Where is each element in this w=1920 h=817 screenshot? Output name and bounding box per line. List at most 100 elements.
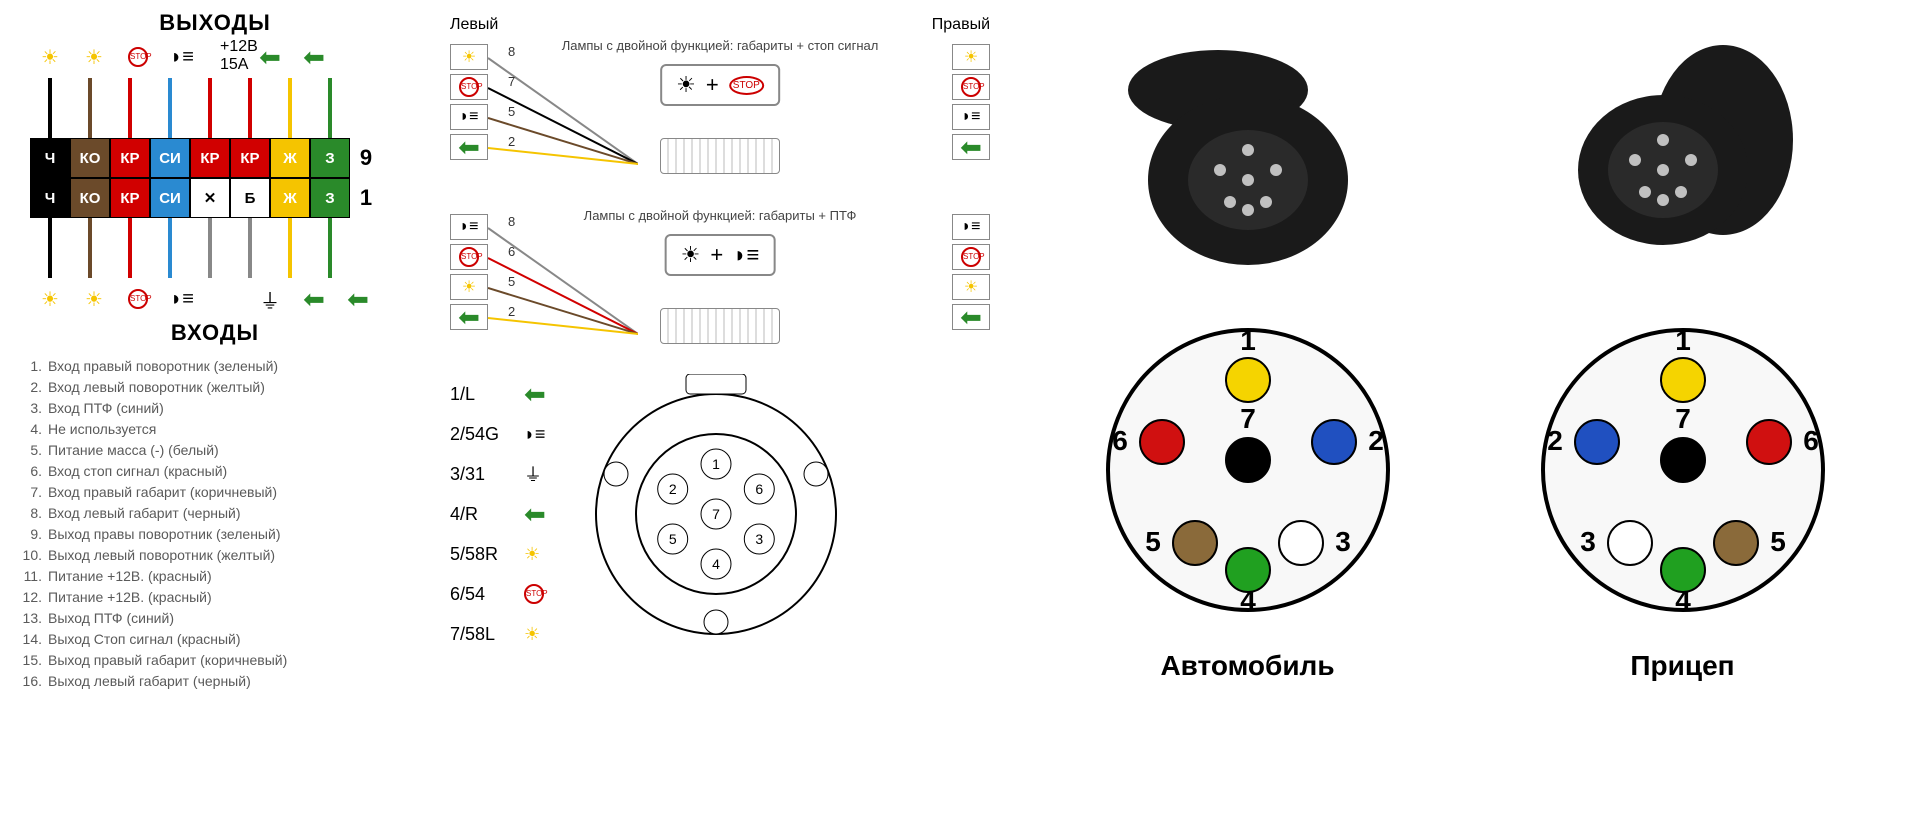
stop-icon: STOP bbox=[729, 76, 764, 95]
input-wires bbox=[20, 218, 410, 278]
svg-text:5: 5 bbox=[669, 531, 677, 547]
connector-photo-panel: 1234567 Автомобиль 1234567 Прицеп bbox=[1010, 0, 1920, 817]
pin-legend-row: 4/R⬅ bbox=[450, 494, 546, 534]
center-symbol-box-2: ☀ + ◗≡ bbox=[665, 234, 776, 276]
arrow-icon: ⬅ bbox=[259, 42, 281, 73]
legend-item: 9.Выход правы поворотник (зеленый) bbox=[20, 524, 410, 545]
svg-text:8: 8 bbox=[508, 44, 515, 59]
terminal-cell: КР bbox=[110, 138, 150, 178]
lamp-icon: ☀ bbox=[952, 274, 990, 300]
connector-block-2 bbox=[660, 308, 780, 344]
output-wires bbox=[20, 78, 410, 138]
wiring-lines-left: 8752 bbox=[488, 44, 638, 184]
legend-item: 12.Питание +12В. (красный) bbox=[20, 587, 410, 608]
sun-icon: ☀ bbox=[524, 624, 540, 645]
lamp-icon: ◗≡ bbox=[952, 214, 990, 240]
svg-text:7: 7 bbox=[712, 506, 720, 522]
legend-item: 13.Выход ПТФ (синий) bbox=[20, 608, 410, 629]
trailer-label: Прицеп bbox=[1513, 650, 1853, 682]
pin-legend-row: 6/54STOP bbox=[450, 574, 546, 614]
terminal-row-9: ЧКОКРСИКРКРЖЗ 9 bbox=[20, 138, 410, 178]
car-pinout-diagram: 1234567 bbox=[1078, 300, 1418, 640]
svg-text:6: 6 bbox=[1112, 425, 1128, 456]
fog-icon: ◗≡ bbox=[460, 108, 479, 126]
sun-icon: ☀ bbox=[85, 45, 103, 70]
outputs-title: ВЫХОДЫ bbox=[20, 10, 410, 36]
car-label: Автомобиль bbox=[1078, 650, 1418, 682]
arrow-icon: ⬅ bbox=[303, 284, 325, 315]
terminal-cell: З bbox=[310, 178, 350, 218]
svg-text:3: 3 bbox=[1335, 526, 1351, 557]
row-number-1: 1 bbox=[356, 185, 376, 211]
arrow-icon: ⬅ bbox=[960, 132, 982, 163]
right-label: Правый bbox=[932, 16, 990, 34]
svg-text:1: 1 bbox=[712, 456, 720, 472]
terminal-row-1: ЧКОКРСИ✕БЖЗ 1 bbox=[20, 178, 410, 218]
terminal-cell: КО bbox=[70, 178, 110, 218]
lamp-icon: STOP bbox=[450, 74, 488, 100]
left-label: Левый bbox=[450, 16, 498, 34]
sun-icon: ☀ bbox=[41, 45, 59, 70]
svg-text:3: 3 bbox=[1580, 526, 1596, 557]
stop-icon: STOP bbox=[128, 47, 148, 67]
svg-text:1: 1 bbox=[1675, 325, 1691, 356]
svg-text:5: 5 bbox=[1145, 526, 1161, 557]
terminal-cell: Ч bbox=[30, 138, 70, 178]
input-icons-row: ☀☀STOP◗≡⏚⬅⬅ bbox=[20, 284, 410, 314]
wiring-diagram-panel: Левый Правый Лампы с двойной функцией: г… bbox=[430, 0, 1010, 817]
svg-text:4: 4 bbox=[712, 556, 720, 572]
legend-item: 2.Вход левый поворотник (желтый) bbox=[20, 377, 410, 398]
terminal-cell: Ч bbox=[30, 178, 70, 218]
svg-text:8: 8 bbox=[508, 214, 515, 229]
lamp-icon: ◗≡ bbox=[450, 214, 488, 240]
wiring-lines-left-2: 8652 bbox=[488, 214, 638, 354]
fog-icon: ◗≡ bbox=[962, 108, 981, 126]
fog-icon: ◗≡ bbox=[170, 46, 194, 69]
lamp-icon: STOP bbox=[952, 244, 990, 270]
voltage-label: +12В bbox=[220, 38, 258, 56]
legend-item: 11.Питание +12В. (красный) bbox=[20, 566, 410, 587]
svg-text:3: 3 bbox=[755, 531, 763, 547]
svg-text:2: 2 bbox=[508, 134, 515, 149]
dual-function-diagram-2: Лампы с двойной функцией: габариты + ПТФ… bbox=[450, 204, 990, 354]
lamp-icon: ⬅ bbox=[952, 134, 990, 160]
center-symbol-box: ☀ + STOP bbox=[660, 64, 780, 106]
svg-text:7: 7 bbox=[508, 74, 515, 89]
lamp-icon: ⬅ bbox=[952, 304, 990, 330]
svg-text:5: 5 bbox=[1770, 526, 1786, 557]
pin-legend-row: 7/58L☀ bbox=[450, 614, 546, 654]
stop-icon: STOP bbox=[459, 77, 479, 97]
car-socket-photo bbox=[1088, 20, 1408, 280]
lamp-icon: STOP bbox=[450, 244, 488, 270]
legend-item: 4.Не используется bbox=[20, 419, 410, 440]
socket-face-diagram: 1265347 bbox=[576, 374, 856, 654]
lamp-icon: ◗≡ bbox=[952, 104, 990, 130]
fog-icon: ◗≡ bbox=[170, 288, 194, 311]
legend-item: 5.Питание масса (-) (белый) bbox=[20, 440, 410, 461]
arrow-icon: ⬅ bbox=[524, 499, 546, 530]
trailer-plug-photo bbox=[1523, 20, 1843, 280]
terminal-cell: СИ bbox=[150, 138, 190, 178]
svg-text:1: 1 bbox=[1240, 325, 1256, 356]
lamp-icon: ⬅ bbox=[450, 134, 488, 160]
terminal-cell: Ж bbox=[270, 138, 310, 178]
pin-legend-row: 2/54G◗≡ bbox=[450, 414, 546, 454]
arrow-icon: ⬅ bbox=[524, 379, 546, 410]
svg-text:2: 2 bbox=[1368, 425, 1384, 456]
svg-text:6: 6 bbox=[755, 481, 763, 497]
stop-icon: STOP bbox=[961, 77, 981, 97]
sun-icon: ☀ bbox=[964, 47, 978, 67]
legend-item: 1.Вход правый поворотник (зеленый) bbox=[20, 356, 410, 377]
stop-icon: STOP bbox=[459, 247, 479, 267]
legend-item: 3.Вход ПТФ (синий) bbox=[20, 398, 410, 419]
svg-text:5: 5 bbox=[508, 274, 515, 289]
arrow-icon: ⬅ bbox=[303, 42, 325, 73]
sun-icon: ☀ bbox=[41, 287, 59, 312]
terminal-cell: КР bbox=[230, 138, 270, 178]
sun-icon: ☀ bbox=[462, 277, 476, 297]
lamp-icon: STOP bbox=[952, 74, 990, 100]
sun-icon: ☀ bbox=[524, 544, 540, 565]
legend-item: 16.Выход левый габарит (черный) bbox=[20, 671, 410, 692]
legend-item: 14.Выход Стоп сигнал (красный) bbox=[20, 629, 410, 650]
wiring-terminal-panel: ВЫХОДЫ ☀☀STOP◗≡⬅⬅ +12В 15A ЧКОКРСИКРКРЖЗ… bbox=[0, 0, 430, 817]
